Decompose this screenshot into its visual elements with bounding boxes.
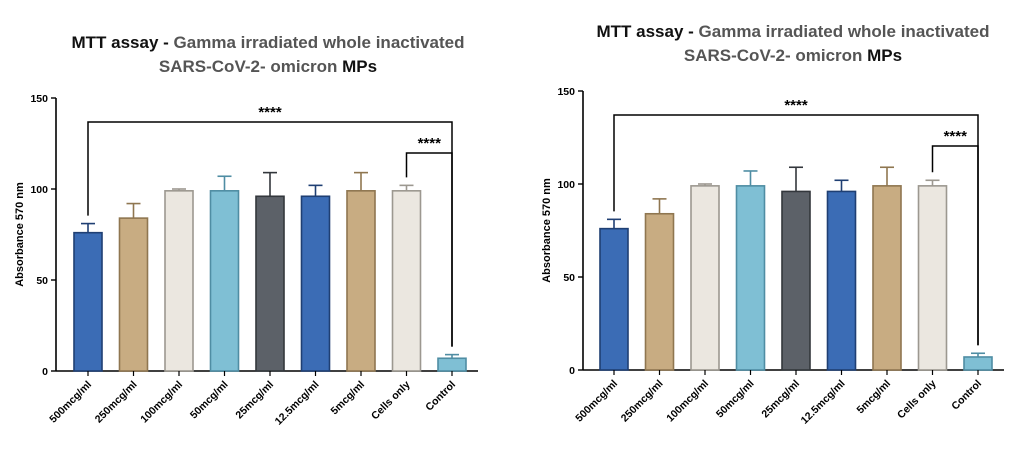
category-label: 500mcg/ml (47, 379, 94, 426)
y-tick-label: 150 (30, 93, 48, 105)
chart-title-part4: MPs (867, 46, 902, 65)
bar (346, 190, 376, 372)
bar (255, 195, 285, 372)
bar (735, 185, 766, 371)
bar (644, 212, 675, 371)
category-label: 25mcg/ml (233, 379, 276, 422)
bar (872, 185, 902, 371)
chart-panel-right: MTT assay - Gamma irradiated whole inact… (510, 0, 1020, 452)
chart-left: MTT assay - Gamma irradiated whole inact… (14, 33, 478, 428)
bar (437, 357, 467, 372)
chart-panel-left: MTT assay - Gamma irradiated whole inact… (14, 33, 478, 428)
bar (781, 190, 811, 371)
chart-title-part2: Gamma irradiated whole inactivated (699, 22, 990, 41)
bar (963, 356, 993, 371)
bar (917, 185, 948, 371)
chart-right: MTT assay - Gamma irradiated whole inact… (541, 22, 1004, 427)
category-label: 100mcg/ml (664, 378, 711, 425)
significance-bracket (405, 152, 453, 347)
category-label: 250mcg/ml (619, 378, 666, 425)
chart-title-line2: SARS-CoV-2- omicron MPs (684, 46, 902, 65)
category-label: Control (423, 379, 458, 414)
chart-title-line2: SARS-CoV-2- omicron MPs (159, 57, 377, 76)
chart-title-part4: MPs (342, 57, 377, 76)
chart-title-line1: MTT assay - Gamma irradiated whole inact… (596, 22, 989, 41)
chart-title-line1: MTT assay - Gamma irradiated whole inact… (71, 33, 464, 52)
category-label: 5mcg/ml (329, 379, 368, 418)
y-tick-label: 150 (557, 86, 575, 98)
chart-title-part3: SARS-CoV-2- omicron (159, 57, 342, 76)
y-tick-label: 0 (569, 365, 575, 377)
category-label: 50mcg/ml (188, 379, 231, 422)
bar (209, 190, 240, 372)
category-label: 12.5mcg/ml (799, 378, 848, 427)
category-label: 250mcg/ml (93, 379, 140, 426)
category-label: 5mcg/ml (855, 378, 894, 417)
category-label: 12.5mcg/ml (273, 379, 322, 428)
y-axis-label: Absorbance 570 nm (541, 178, 553, 283)
bar (118, 217, 149, 372)
bar (391, 190, 422, 372)
y-tick-label: 100 (557, 179, 575, 191)
y-axis-label: Absorbance 570 nm (14, 182, 26, 287)
category-label: Cells only (895, 378, 939, 422)
chart-title-part1: MTT assay - (71, 33, 173, 52)
y-tick-label: 50 (563, 272, 575, 284)
y-tick-label: 100 (30, 184, 48, 196)
chart-title-part2: Gamma irradiated whole inactivated (174, 33, 465, 52)
chart-title-part3: SARS-CoV-2- omicron (684, 46, 867, 65)
chart-title-part1: MTT assay - (596, 22, 698, 41)
category-label: 100mcg/ml (138, 379, 185, 426)
category-label: Cells only (369, 379, 413, 423)
bar (690, 185, 720, 371)
significance-label: **** (784, 97, 808, 114)
y-tick-label: 50 (36, 275, 48, 287)
category-label: Control (949, 378, 984, 413)
bar (599, 227, 629, 371)
bar (164, 190, 194, 372)
significance-bracket (931, 145, 979, 346)
category-label: 50mcg/ml (714, 378, 757, 421)
category-label: 25mcg/ml (759, 378, 802, 421)
bar (300, 195, 331, 372)
significance-label: **** (944, 128, 968, 145)
significance-label: **** (258, 104, 282, 121)
bar (73, 231, 103, 372)
significance-label: **** (418, 135, 442, 152)
category-label: 500mcg/ml (573, 378, 620, 425)
y-tick-label: 0 (42, 366, 48, 378)
bar (826, 190, 857, 371)
